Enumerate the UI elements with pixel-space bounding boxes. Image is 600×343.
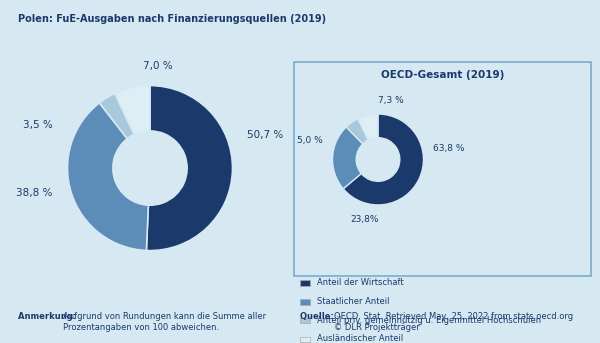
Text: 50,7 %: 50,7 % <box>247 130 284 140</box>
Text: 7,0 %: 7,0 % <box>143 61 173 71</box>
Text: Anteil der Wirtschaft: Anteil der Wirtschaft <box>317 278 403 287</box>
Text: Anteil priv. gemeinnützig u. Eigenmittel Hochschulen: Anteil priv. gemeinnützig u. Eigenmittel… <box>317 316 541 324</box>
Text: Aufgrund von Rundungen kann die Summe aller
Prozentangaben von 100 abweichen.: Aufgrund von Rundungen kann die Summe al… <box>63 312 266 332</box>
Wedge shape <box>100 93 134 139</box>
Text: Staatlicher Anteil: Staatlicher Anteil <box>317 297 389 306</box>
Wedge shape <box>332 127 363 189</box>
Text: OECD-Gesamt (2019): OECD-Gesamt (2019) <box>381 70 504 80</box>
Text: 38,8 %: 38,8 % <box>16 188 53 198</box>
Wedge shape <box>68 103 148 250</box>
Text: Anmerkung:: Anmerkung: <box>18 312 79 321</box>
Wedge shape <box>115 85 150 134</box>
Text: Ausländischer Anteil: Ausländischer Anteil <box>317 334 403 343</box>
Text: 23,8%: 23,8% <box>350 215 379 224</box>
Text: 63,8 %: 63,8 % <box>433 144 465 153</box>
Wedge shape <box>358 114 378 140</box>
Wedge shape <box>346 119 368 144</box>
Text: Quelle:: Quelle: <box>300 312 337 321</box>
Text: OECD. Stat. Retrieved May, 25, 2022 from stats.oecd.org
© DLR Projektträger: OECD. Stat. Retrieved May, 25, 2022 from… <box>334 312 573 332</box>
Text: Polen: FuE-Ausgaben nach Finanzierungsquellen (2019): Polen: FuE-Ausgaben nach Finanzierungsqu… <box>18 14 326 24</box>
Text: 7,3 %: 7,3 % <box>378 96 404 105</box>
Text: 5,0 %: 5,0 % <box>297 136 323 145</box>
Wedge shape <box>343 114 424 205</box>
Wedge shape <box>146 85 232 251</box>
Text: 3,5 %: 3,5 % <box>23 120 53 130</box>
